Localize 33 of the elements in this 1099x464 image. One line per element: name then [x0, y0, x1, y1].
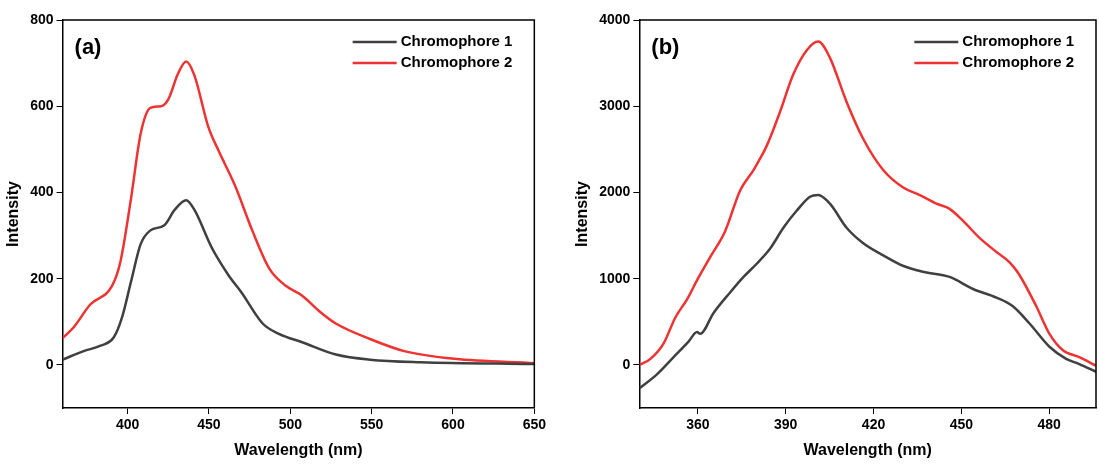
x-tick-label: 650 — [522, 416, 547, 433]
x-axis-title: Wavelength (nm) — [803, 440, 932, 458]
x-tick-label: 450 — [197, 416, 221, 433]
legend-label: Chromophore 2 — [400, 53, 513, 71]
y-tick-label: 800 — [30, 10, 54, 27]
legend-label: Chromophore 1 — [962, 32, 1075, 50]
x-tick-label: 420 — [861, 416, 886, 433]
legend-label: Chromophore 2 — [962, 53, 1075, 71]
x-axis-title: Wavelength (nm) — [234, 440, 363, 458]
y-axis-title: Intensity — [4, 181, 22, 247]
x-tick-label: 390 — [774, 416, 798, 433]
y-tick-label: 400 — [30, 183, 54, 200]
y-axis-title: Intensity — [573, 181, 591, 247]
annotation: (a) — [74, 34, 102, 60]
x-tick-label: 450 — [949, 416, 974, 433]
y-tick-label: 1000 — [599, 269, 631, 286]
y-tick-label: 2000 — [599, 183, 631, 200]
x-tick-label: 600 — [441, 416, 465, 433]
y-tick-label: 0 — [45, 355, 54, 372]
y-tick-label: 600 — [30, 97, 54, 114]
x-tick-label: 360 — [686, 416, 710, 433]
y-tick-label: 0 — [622, 355, 631, 372]
x-tick-label: 500 — [278, 416, 303, 433]
y-tick-label: 3000 — [599, 97, 631, 114]
x-tick-label: 550 — [359, 416, 384, 433]
y-tick-label: 4000 — [599, 10, 631, 27]
y-tick-label: 200 — [30, 269, 54, 286]
x-tick-label: 480 — [1037, 416, 1062, 433]
legend-label: Chromophore 1 — [400, 32, 513, 50]
line-series — [639, 193, 1096, 390]
annotation: (b) — [651, 34, 680, 60]
x-tick-label: 400 — [115, 416, 140, 433]
line-series — [62, 198, 535, 366]
